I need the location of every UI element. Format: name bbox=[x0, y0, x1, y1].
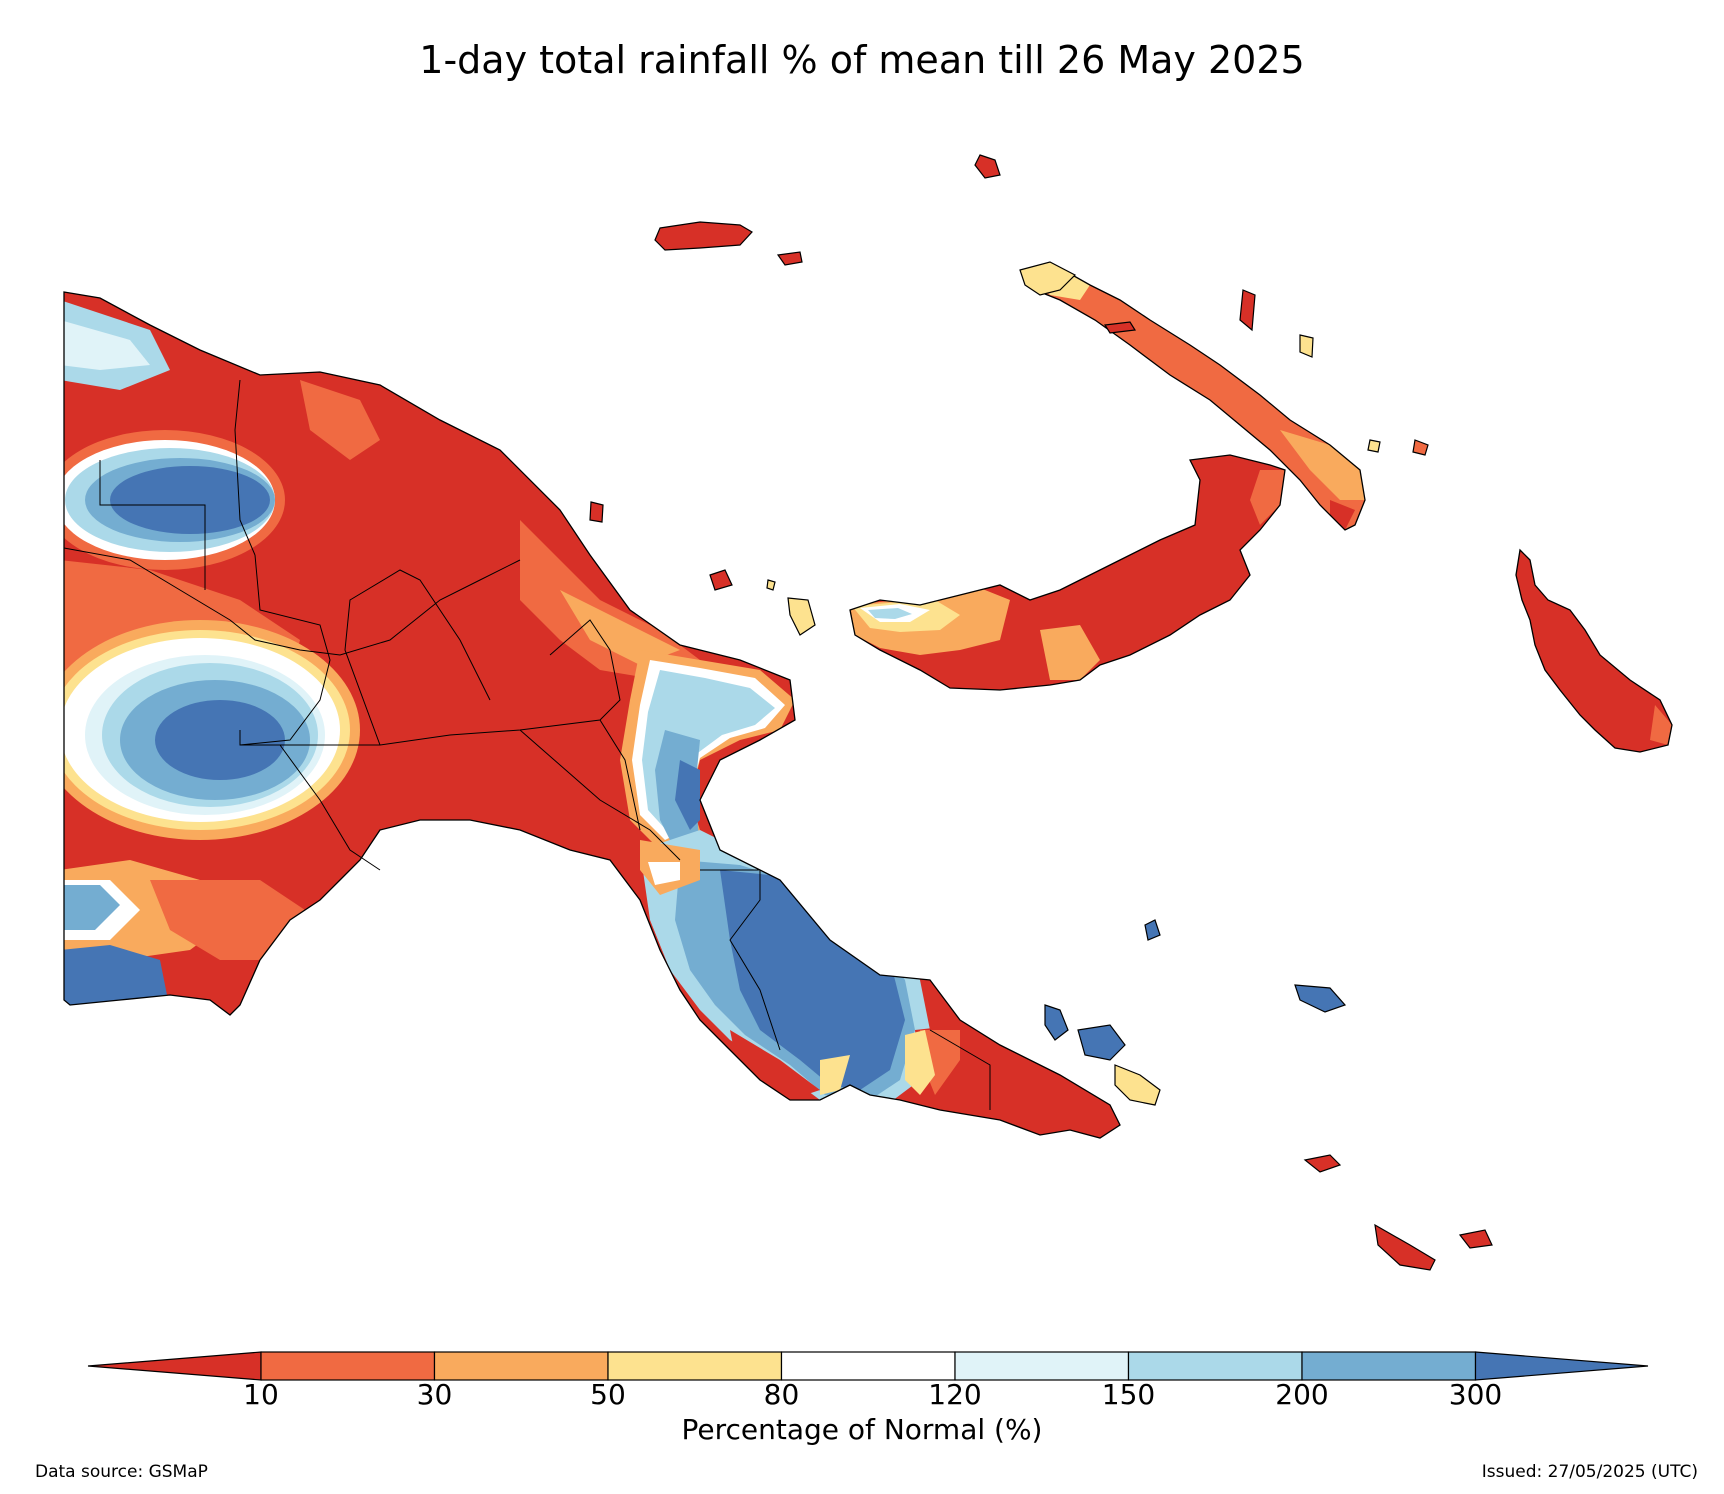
eastern-islands bbox=[1044, 919, 1493, 1271]
rainfall-map bbox=[63, 154, 1673, 1271]
colorbar-tick-label: 200 bbox=[1275, 1378, 1329, 1411]
colorbar-tick-label: 120 bbox=[928, 1378, 982, 1411]
colorbar-tick-label: 300 bbox=[1448, 1378, 1503, 1411]
colorbar-segment bbox=[260, 1351, 436, 1381]
new-ireland-outline bbox=[1029, 267, 1366, 531]
colorbar-segment bbox=[1301, 1351, 1477, 1381]
colorbar-tick-label: 150 bbox=[1101, 1378, 1156, 1411]
colorbar-arrow-high bbox=[1474, 1351, 1649, 1381]
colorbar-segment bbox=[954, 1351, 1130, 1381]
colorbar-segment bbox=[780, 1351, 956, 1381]
map-title: 1-day total rainfall % of mean till 26 M… bbox=[419, 38, 1305, 82]
manus-island bbox=[589, 154, 1429, 636]
colorbar-tick-label: 10 bbox=[243, 1378, 279, 1411]
data-source-note: Data source: GSMaP bbox=[35, 1462, 208, 1482]
mainland-outline bbox=[63, 291, 1121, 1139]
colorbar-segment bbox=[433, 1351, 609, 1381]
colorbar-tick-label: 30 bbox=[416, 1378, 453, 1411]
colorbar-segment bbox=[607, 1351, 783, 1381]
issued-date-note: Issued: 27/05/2025 (UTC) bbox=[1481, 1462, 1698, 1482]
colorbar-label: Percentage of Normal (%) bbox=[681, 1413, 1043, 1446]
colorbar-tick-label: 80 bbox=[763, 1378, 800, 1411]
new-britain-outline bbox=[849, 454, 1286, 691]
colorbar-tick-label: 50 bbox=[590, 1378, 626, 1411]
province-borders bbox=[63, 379, 991, 1110]
bougainville-outline bbox=[1515, 548, 1673, 753]
colorbar-arrow-low bbox=[87, 1351, 262, 1381]
colorbar-segment bbox=[1127, 1351, 1303, 1381]
